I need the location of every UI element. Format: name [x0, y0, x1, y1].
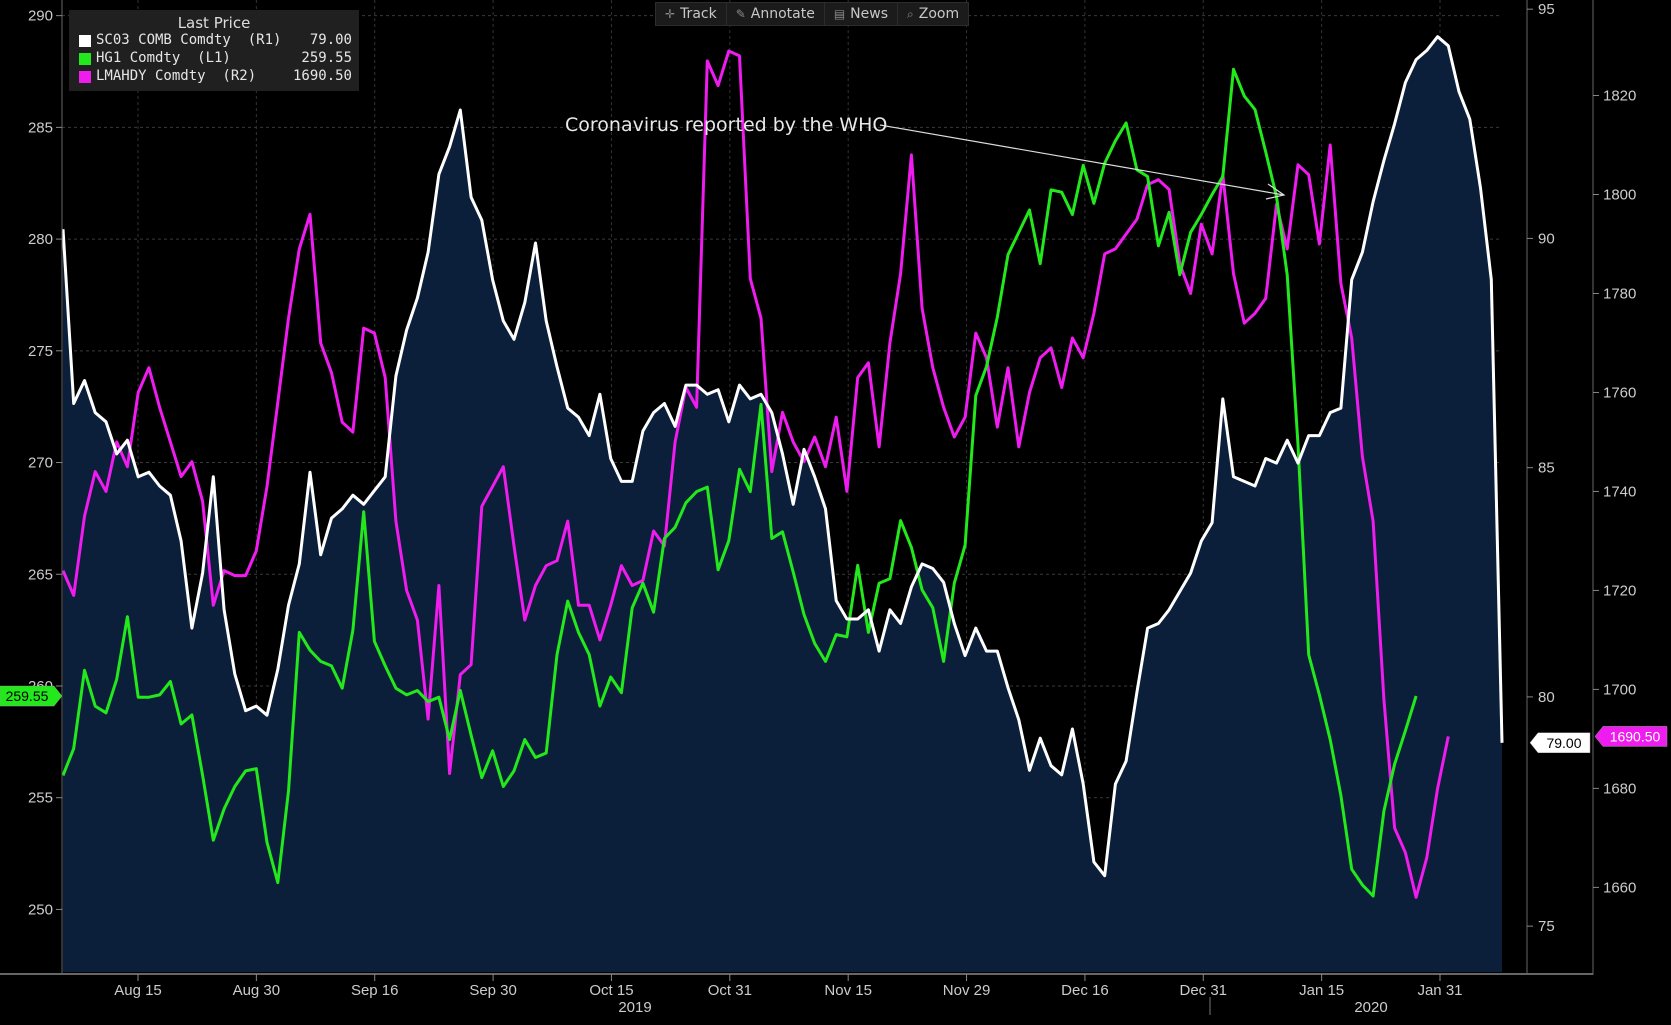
right2-tick-label: 1760	[1603, 384, 1636, 401]
right2-tick-label: 1740	[1603, 483, 1636, 500]
x-tick-label: Nov 29	[943, 982, 991, 999]
zoom-label: Zoom	[918, 6, 960, 22]
x-tick-label: Oct 15	[589, 982, 633, 999]
pencil-icon: ✎	[735, 7, 746, 21]
series-layer	[61, 35, 1504, 972]
legend: Last Price SC03 COMB Comdty (R1) 79.00 H…	[69, 10, 359, 91]
legend-entry-value: 1690.50	[292, 68, 352, 84]
badge-lmahdy: 1690.50	[1594, 726, 1668, 747]
x-tick-label: Dec 16	[1061, 982, 1109, 999]
legend-entry-value: 79.00	[309, 32, 352, 48]
legend-entry-lmahdy[interactable]: LMAHDY Comdty (R2) 1690.50	[69, 68, 359, 86]
news-label: News	[850, 6, 889, 22]
legend-entry-name: HG1 Comdty (L1)	[96, 50, 231, 66]
x-tick-label: Sep 30	[469, 982, 517, 999]
right2-tick-label: 1720	[1603, 582, 1636, 599]
x-tick-label: Jan 15	[1299, 982, 1344, 999]
badge-sc03-text: 79.00	[1546, 735, 1581, 751]
sc03-area	[63, 36, 1502, 972]
x-tick-label: Oct 31	[708, 982, 752, 999]
annotate-button[interactable]: ✎ Annotate	[727, 3, 825, 25]
news-button[interactable]: ▤ News	[825, 3, 899, 25]
badge-hg1-text: 259.55	[6, 688, 49, 704]
right2-tick-label: 1660	[1603, 879, 1636, 896]
annotation-layer: Coronavirus reported by the WHO	[565, 114, 1286, 200]
x-tick-label: Jan 31	[1417, 982, 1462, 999]
badge-lmahdy-shape	[1594, 726, 1668, 747]
track-button[interactable]: ✛ Track	[656, 3, 727, 25]
magnifier-icon: ⌕	[907, 6, 914, 21]
left-tick-label: 255	[28, 790, 53, 807]
annotation-arrow-line	[879, 124, 1285, 196]
zoom-button[interactable]: ⌕ Zoom	[898, 3, 968, 25]
x-year-label: 2019	[618, 999, 651, 1016]
left-tick-label: 285	[28, 119, 53, 136]
legend-swatch	[79, 71, 91, 83]
legend-swatch	[79, 53, 91, 65]
right2-tick-label: 1820	[1603, 88, 1636, 105]
left-tick-label: 275	[28, 343, 53, 360]
right1-tick-label: 95	[1538, 1, 1555, 18]
hg1-line	[61, 67, 1418, 898]
badge-hg1: 259.55	[0, 685, 63, 707]
x-tick-label: Aug 30	[233, 982, 281, 999]
legend-entry-sc03[interactable]: SC03 COMB Comdty (R1) 79.00	[69, 32, 359, 50]
right2-tick-label: 1680	[1603, 780, 1636, 797]
legend-entry-value: 259.55	[301, 50, 352, 66]
track-label: Track	[680, 6, 717, 22]
right1-tick-label: 80	[1538, 689, 1555, 706]
badge-sc03-shape	[1529, 732, 1591, 754]
left-tick-label: 280	[28, 231, 53, 248]
sc03-line	[61, 35, 1504, 878]
legend-swatch	[79, 35, 91, 47]
right1-tick-label: 85	[1538, 460, 1555, 477]
right2-tick-label: 1800	[1603, 186, 1636, 203]
news-icon: ▤	[833, 7, 846, 21]
x-tick-label: Sep 16	[351, 982, 399, 999]
left-tick-label: 270	[28, 455, 53, 472]
crosshair-icon: ✛	[665, 7, 676, 21]
left-tick-label: 265	[28, 566, 53, 583]
lmahdy-line	[61, 49, 1450, 899]
right1-tick-label: 75	[1538, 918, 1555, 935]
x-tick-label: Aug 15	[114, 982, 162, 999]
annotation-text: Coronavirus reported by the WHO	[565, 114, 887, 136]
x-tick-label: Nov 15	[824, 982, 872, 999]
left-tick-label: 250	[28, 901, 53, 918]
right1-tick-label: 90	[1538, 230, 1555, 247]
badge-sc03: 79.00	[1529, 732, 1591, 754]
annotation-arrow-head	[1265, 183, 1286, 200]
badge-lmahdy-text: 1690.50	[1610, 728, 1661, 744]
right2-tick-label: 1780	[1603, 285, 1636, 302]
x-tick-label: Dec 31	[1180, 982, 1228, 999]
legend-entry-hg1[interactable]: HG1 Comdty (L1) 259.55	[69, 50, 359, 68]
legend-title: Last Price	[177, 14, 251, 32]
badge-hg1-shape	[0, 685, 63, 707]
legend-entry-name: SC03 COMB Comdty (R1)	[96, 32, 282, 48]
legend-entry-name: LMAHDY Comdty (R2)	[96, 68, 257, 84]
x-year-label: 2020	[1354, 999, 1387, 1016]
chart-toolbar: ✛ Track ✎ Annotate ▤ News ⌕ Zoom	[655, 2, 970, 26]
left-tick-label: 290	[28, 8, 53, 25]
annotate-label: Annotate	[750, 6, 815, 22]
right2-tick-label: 1700	[1603, 681, 1636, 698]
